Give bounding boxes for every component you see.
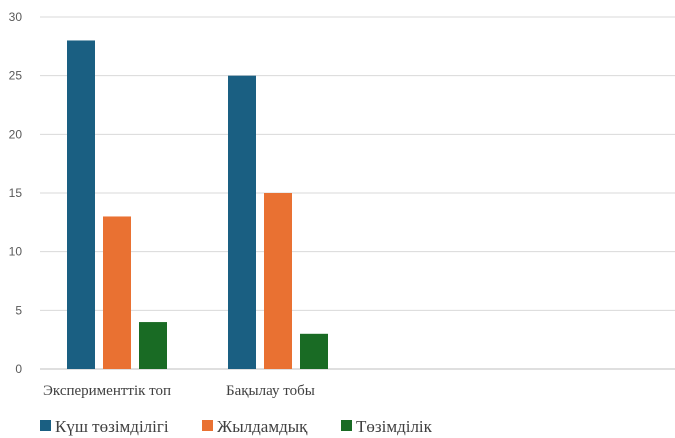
- legend-swatch: [40, 420, 51, 431]
- x-category-label: Бақылау тобы: [226, 383, 315, 399]
- bar: [139, 322, 167, 369]
- legend-label: Күш төзімділігі: [55, 417, 169, 436]
- legend-label: Жылдамдық: [217, 417, 308, 436]
- y-tick-label: 15: [9, 186, 23, 200]
- bar: [228, 75, 256, 370]
- bars: [67, 40, 328, 370]
- gridlines: [40, 16, 675, 370]
- legend: Күш төзімділігі Жылдамдық Төзімділік: [40, 417, 433, 436]
- legend-swatch: [202, 420, 213, 431]
- bar: [103, 216, 131, 369]
- y-tick-label: 30: [9, 10, 23, 24]
- y-tick-label: 10: [9, 245, 23, 259]
- x-category-label: Эксперименттік топ: [43, 383, 171, 399]
- bar: [300, 333, 328, 369]
- x-axis-categories: Эксперименттік топ Бақылау тобы: [43, 383, 315, 399]
- bar: [67, 40, 95, 369]
- y-tick-label: 20: [9, 127, 23, 141]
- y-tick-label: 5: [15, 303, 22, 317]
- bar: [264, 193, 292, 369]
- legend-swatch: [341, 420, 352, 431]
- legend-label: Төзімділік: [356, 417, 433, 436]
- y-tick-label: 0: [15, 362, 22, 376]
- y-tick-label: 25: [9, 69, 23, 83]
- y-axis-ticks: 0 5 10 15 20 25 30: [9, 10, 23, 376]
